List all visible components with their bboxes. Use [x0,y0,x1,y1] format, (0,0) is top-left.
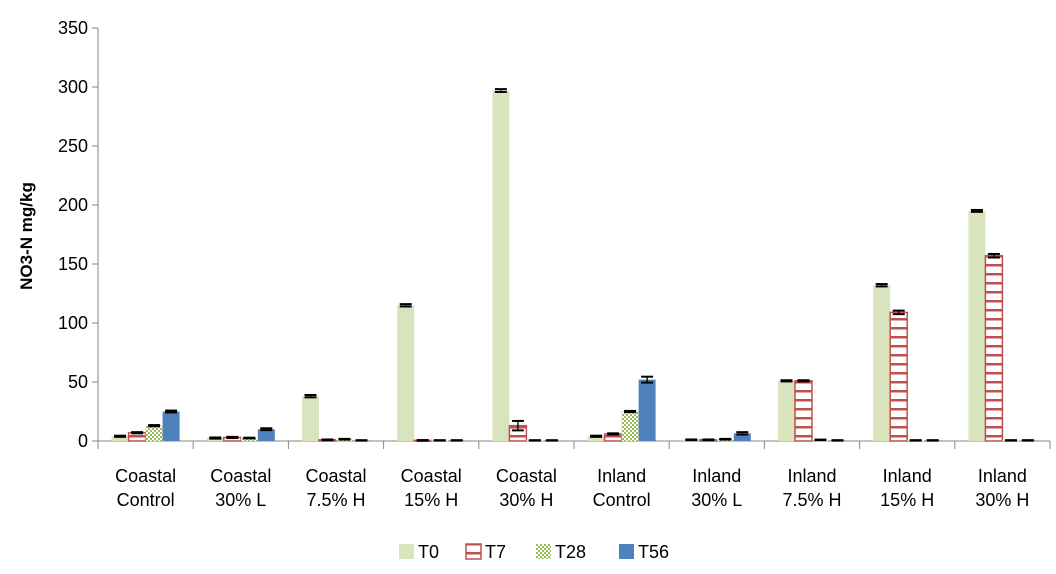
y-tick-label: 100 [58,313,88,333]
bar-t0 [968,210,986,441]
bar-t0 [397,305,415,441]
x-category-label: Inland 7.5% H [782,466,841,510]
bar-t7 [889,311,908,442]
bar-t0 [111,436,129,441]
y-axis: 0 50 100 150 200 250 300 350 [58,18,99,451]
bar-t56 [733,433,751,441]
y-tick-label: 250 [58,136,88,156]
legend-swatch-t56 [619,544,634,559]
bar-t56 [257,429,275,441]
bar-t0 [778,380,795,441]
x-category-label: Coastal Control [115,466,176,510]
x-category-label: Coastal 30% H [496,466,557,510]
legend-swatch-t7 [465,543,482,560]
bars-group [111,90,1037,442]
legend-label-t56: T56 [638,542,669,562]
bar-t56 [162,411,180,441]
y-tick-label: 350 [58,18,88,38]
error-bars-group [114,88,1034,442]
x-category-label: Inland 30% L [691,466,742,510]
legend-swatch-t0 [399,544,414,559]
y-tick-label: 200 [58,195,88,215]
bar-t28 [240,438,258,441]
x-category-label: Inland Control [593,466,651,510]
bar-t0 [302,396,319,441]
y-tick-label: 50 [68,372,88,392]
x-axis: Coastal Control Coastal 30% L Coastal 7.5% H C… [97,440,1051,510]
bar-t7 [794,380,813,442]
x-category-label: Inland 30% H [975,466,1029,510]
bar-t0 [873,285,891,441]
legend-label-t0: T0 [418,542,439,562]
legend-label-t7: T7 [485,542,506,562]
legend-label-t28: T28 [555,542,586,562]
legend: T0 T7 T28 T56 [399,542,669,562]
x-category-label: Coastal 30% L [210,466,271,510]
legend-swatch-t28 [536,544,551,559]
bar-t28 [621,411,639,441]
y-tick-label: 150 [58,254,88,274]
y-tick-label: 300 [58,77,88,97]
y-tick-label: 0 [78,431,88,451]
bar-t0 [492,90,510,441]
bar-t0 [587,436,605,441]
x-category-label: Inland 15% H [880,466,934,510]
bar-t28 [145,425,163,441]
x-category-label: Coastal 15% H [401,466,462,510]
x-category-label: Coastal 7.5% H [305,466,366,510]
bar-t56 [638,379,656,441]
bar-t7 [984,254,1004,442]
y-axis-label: NO3-N mg/kg [17,182,36,290]
